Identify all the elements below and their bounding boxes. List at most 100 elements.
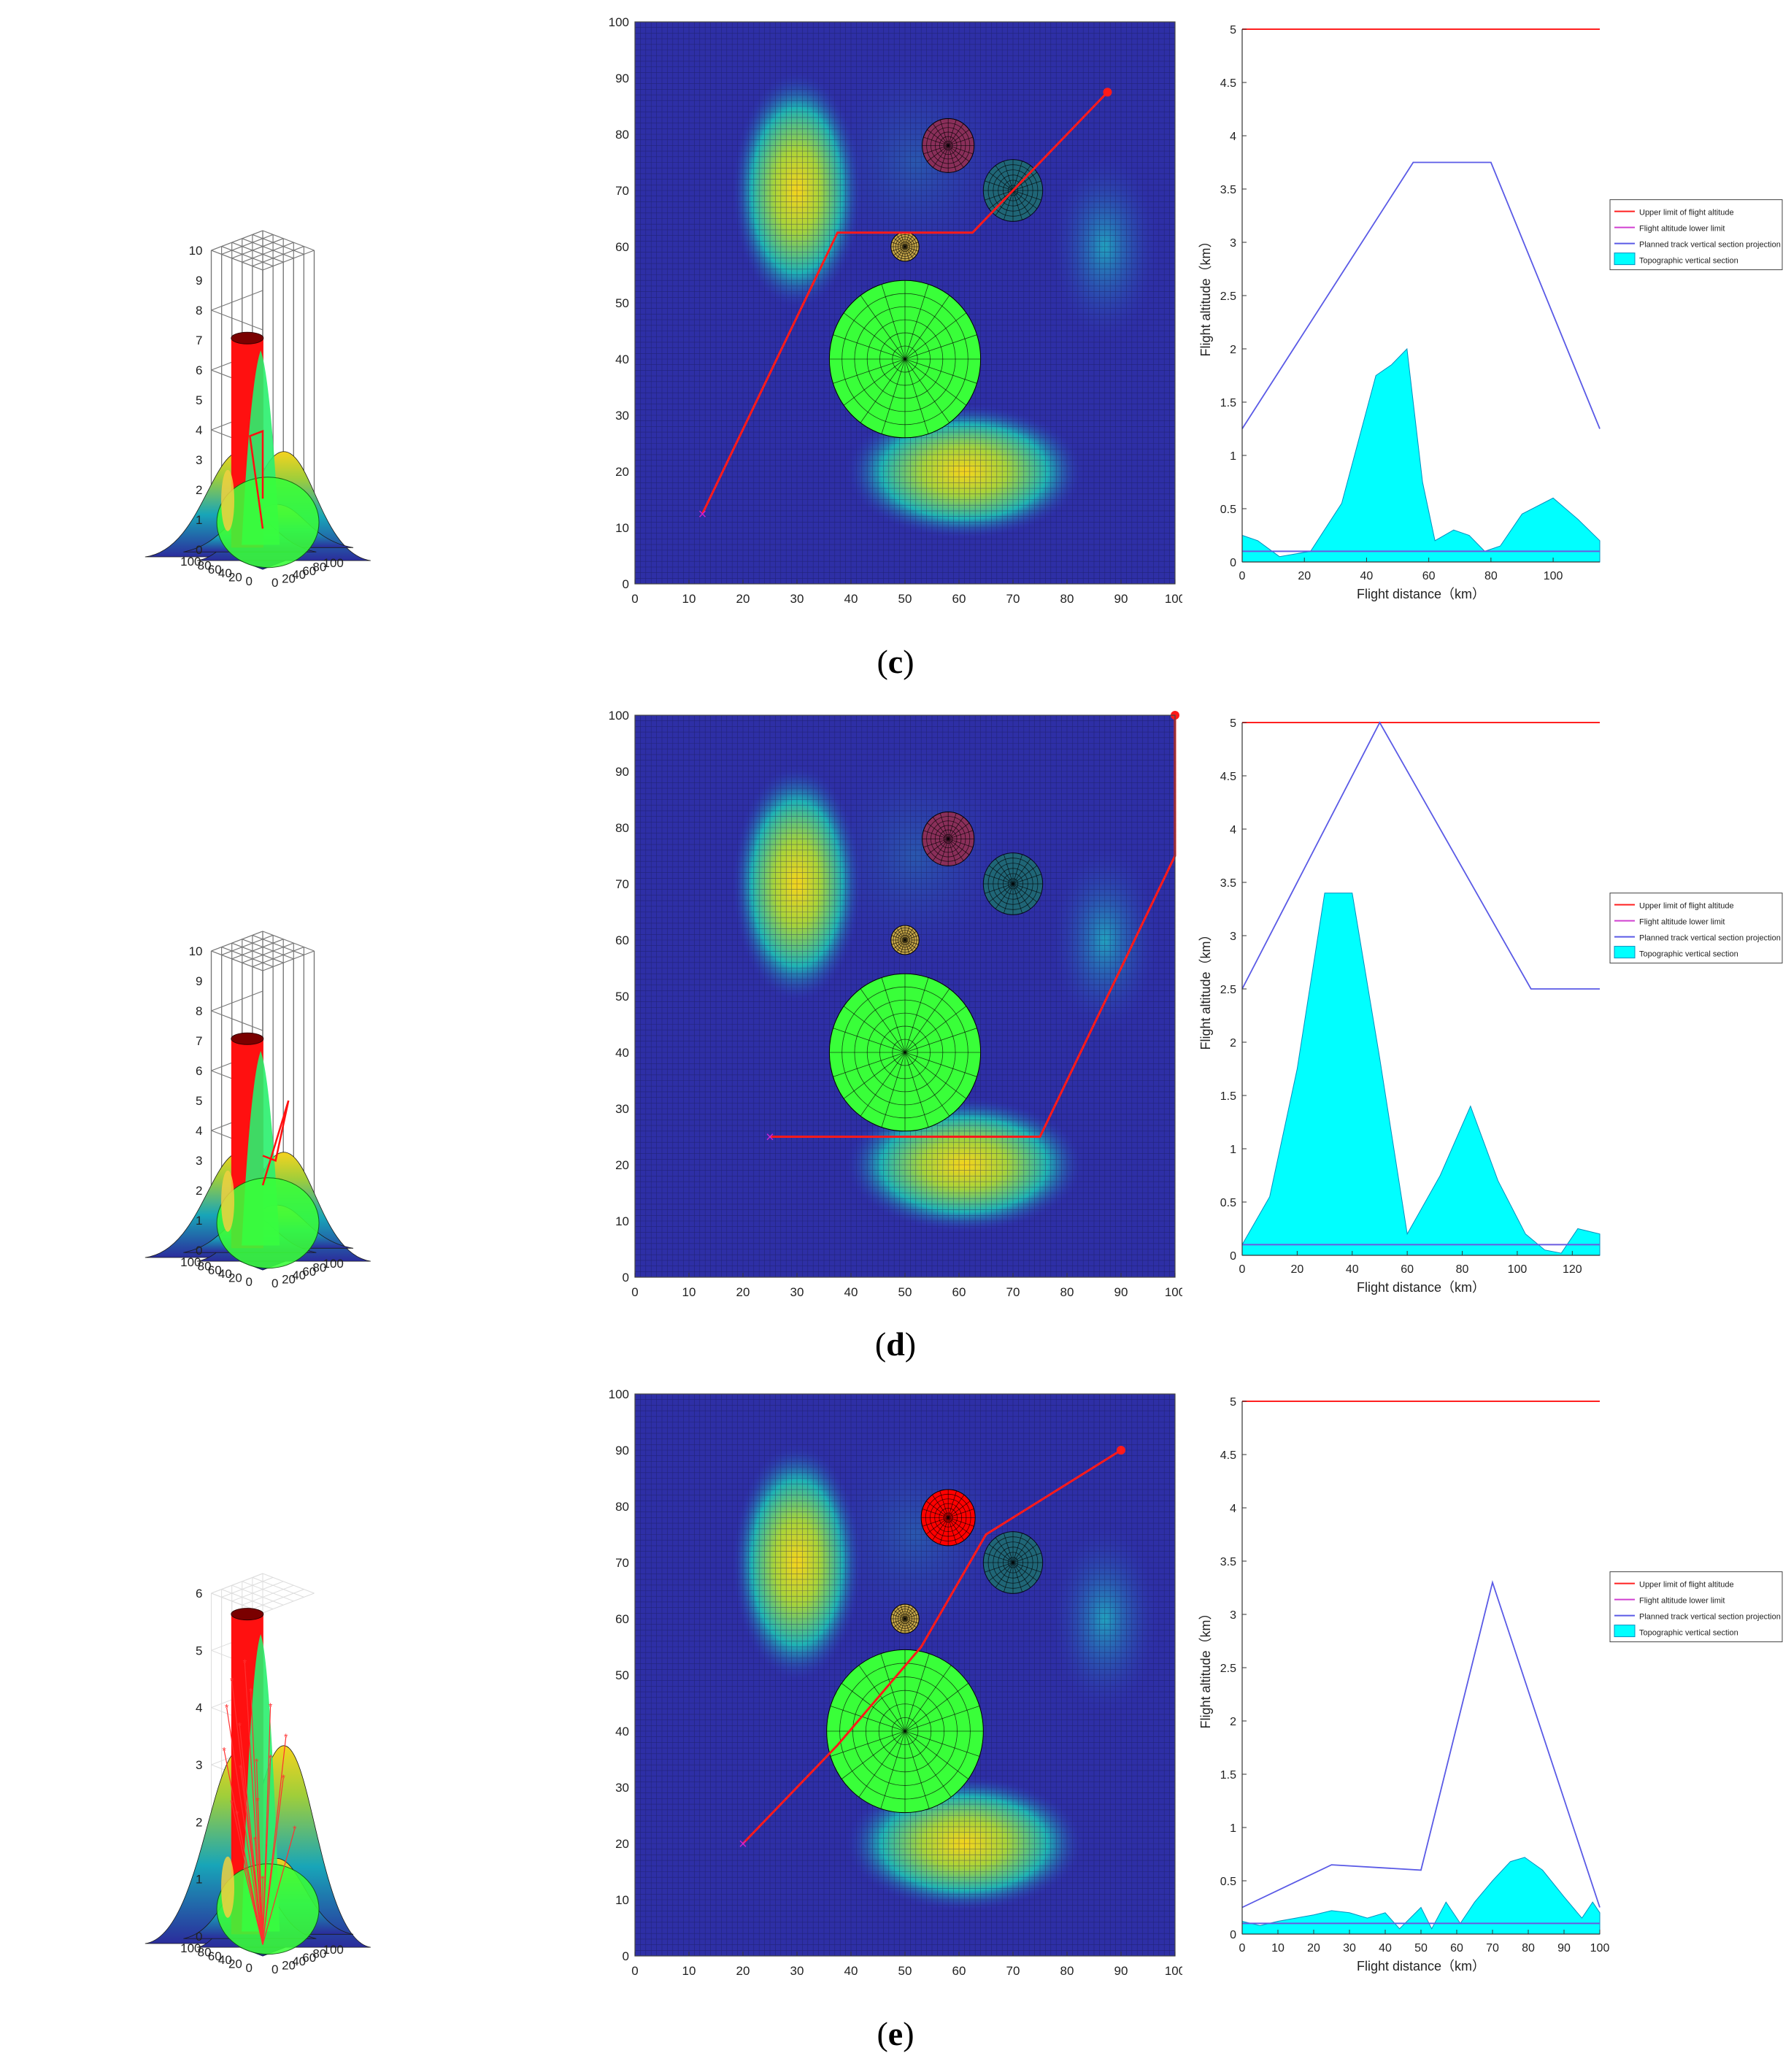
surface-xtick: 0 — [271, 576, 278, 590]
figure-row-e: * * * * * * * * * * * * * * * * * * * 0 1 2 3 4 5 6 0 20 40 60 80 100 0 2… — [0, 1387, 1791, 2072]
surface-ztick: 3 — [196, 453, 202, 467]
surface-xtick: 0 — [271, 1276, 278, 1290]
threat-teal — [982, 1531, 1044, 1594]
profile-ytick: 1 — [1230, 1144, 1236, 1156]
surface-ztick: 2 — [196, 1815, 202, 1829]
rrt-tree: ******************* — [222, 1657, 297, 1945]
profile-xtick: 120 — [1563, 1263, 1582, 1276]
map-ytick: 60 — [615, 933, 629, 947]
surface-ztick: 0 — [196, 543, 202, 557]
figure-row-d: 0 1 2 3 4 5 6 7 8 9 10 0 20 40 60 80 100 0 20 40 60 80 100 × 0 1… — [0, 701, 1791, 1387]
map-xtick: 0 — [631, 1964, 638, 1978]
map-ytick: 100 — [609, 709, 629, 723]
start-marker: × — [766, 1130, 774, 1146]
surface-ytick: 80 — [198, 1945, 212, 1959]
profile-ytick: 4 — [1230, 1503, 1236, 1515]
profile-ytick: 2 — [1230, 1716, 1236, 1728]
profile-xtick: 100 — [1508, 1263, 1528, 1276]
profile-ytick: 0 — [1230, 1929, 1236, 1941]
surface-xtick: 100 — [323, 1943, 344, 1957]
profile-legend: Upper limit of flight altitude Flight alt… — [1609, 893, 1783, 964]
surface-ztick: 1 — [196, 1873, 202, 1887]
topographic-section — [1241, 893, 1601, 1256]
profile-xtick: 90 — [1557, 1942, 1571, 1954]
profile-xtick: 0 — [1239, 1263, 1246, 1276]
profile-ytick: 4 — [1230, 131, 1236, 143]
planned-track-line — [1241, 1579, 1601, 1909]
map-ytick: 30 — [615, 1781, 629, 1795]
red-cylinder-top — [231, 1608, 264, 1621]
surface-xtick: 60 — [302, 564, 316, 578]
surface-xtick: 40 — [292, 1954, 306, 1968]
map-xtick: 30 — [790, 592, 804, 606]
surface-ztick: 7 — [196, 1034, 202, 1048]
surface-ztick: 10 — [189, 944, 203, 958]
figure-row-c: 0 1 2 3 4 5 6 7 8 9 10 0 20 40 60 80 100 0 20 40 60 80 100 × 0 1… — [0, 0, 1791, 701]
surface-ytick: 80 — [198, 558, 212, 572]
caption-e: (e) — [877, 2015, 914, 2052]
profile-xtick: 80 — [1484, 570, 1498, 582]
orange-obstacle — [221, 1856, 235, 1918]
profile-ytick: 0 — [1230, 1250, 1236, 1263]
surface-xtick: 80 — [312, 1946, 326, 1960]
profile-xtick: 80 — [1456, 1263, 1469, 1276]
map-ytick: 100 — [609, 1387, 629, 1401]
map-xtick: 70 — [1006, 1964, 1020, 1978]
profile-ylabel: Flight altitude（km） — [1198, 1606, 1213, 1728]
map-ytick: 0 — [623, 1949, 629, 1963]
profile-xtick: 100 — [1544, 570, 1563, 582]
map-xtick: 30 — [790, 1285, 804, 1299]
legend-entry: Planned track vertical section projectio… — [1639, 241, 1781, 250]
map-xtick: 80 — [1060, 1285, 1074, 1299]
topdown-map-c: × 0 10 20 30 40 50 60 70 80 90 100 0 10 20 30 40 50 60 70 80… — [609, 15, 1182, 606]
surface-ytick: 0 — [246, 1961, 253, 1975]
map-ytick: 60 — [615, 1612, 629, 1626]
surface-ytick: 100 — [180, 1941, 201, 1955]
surface-ztick: 8 — [196, 304, 202, 317]
profile-ytick: 0.5 — [1220, 1876, 1236, 1888]
threat-dark-red — [922, 811, 975, 866]
profile-xtick: 40 — [1360, 570, 1374, 582]
map-xtick: 20 — [736, 1285, 750, 1299]
orange-obstacle — [221, 1170, 235, 1232]
map-ytick: 80 — [615, 821, 629, 835]
profile-xtick: 20 — [1307, 1942, 1320, 1954]
map-ytick: 20 — [615, 465, 629, 479]
threat-small-orange — [890, 925, 920, 955]
rrt-node: * — [293, 1823, 297, 1835]
profile-xtick: 0 — [1239, 570, 1246, 582]
profile-ytick: 5 — [1230, 717, 1236, 730]
map-ytick: 20 — [615, 1837, 629, 1851]
map-ytick: 70 — [615, 1556, 629, 1570]
rrt-node: * — [255, 1795, 260, 1806]
surface-xtick: 80 — [312, 1260, 326, 1274]
map-ytick: 40 — [615, 353, 629, 366]
surface-ztick: 3 — [196, 1758, 202, 1772]
map-xtick: 60 — [952, 1285, 966, 1299]
surface-ytick: 60 — [208, 1263, 222, 1277]
surface-xtick: 20 — [282, 1959, 296, 1973]
map-ytick: 90 — [615, 1444, 629, 1457]
surface-ztick: 2 — [196, 1184, 202, 1198]
topographic-section — [1241, 347, 1601, 563]
surface-ytick: 20 — [228, 1271, 242, 1285]
planned-path-3d — [261, 1100, 290, 1186]
surface-ztick: 6 — [196, 1064, 202, 1078]
profile-ytick: 1 — [1230, 1822, 1236, 1835]
topdown-map-e: × 0 10 20 30 40 50 60 70 80 90 100 0 10 20 30 40 50 60 70 80… — [609, 1387, 1182, 1978]
threat-small-orange — [890, 231, 920, 262]
map-ytick: 20 — [615, 1158, 629, 1172]
map-xtick: 10 — [682, 1285, 696, 1299]
profile-ytick: 3 — [1230, 931, 1236, 943]
rrt-node: * — [269, 1701, 273, 1712]
surface-ztick: 4 — [196, 1701, 202, 1715]
topographic-section — [1241, 1857, 1601, 1935]
profile-xtick: 40 — [1346, 1263, 1359, 1276]
surface-ytick: 20 — [228, 1957, 242, 1971]
green-cone — [242, 1634, 280, 1932]
profile-ylabel: Flight altitude（km） — [1198, 928, 1213, 1050]
profile-ylabel: Flight altitude（km） — [1198, 234, 1213, 356]
legend-entry: Flight altitude lower limit — [1639, 1597, 1725, 1606]
map-ytick: 90 — [615, 765, 629, 779]
